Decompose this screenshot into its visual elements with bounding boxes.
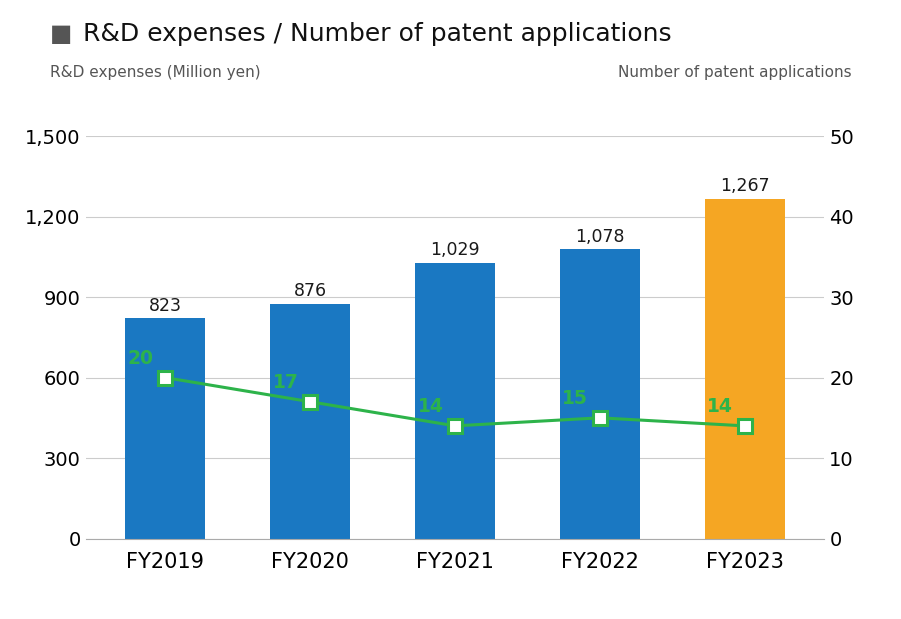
Text: ■: ■: [50, 22, 72, 46]
Text: 1,029: 1,029: [430, 241, 480, 259]
Text: R&D expenses / Number of patent applications: R&D expenses / Number of patent applicat…: [83, 22, 671, 46]
Bar: [125, 318, 205, 539]
Bar: [560, 249, 640, 539]
Text: 1,267: 1,267: [720, 178, 769, 196]
Text: 876: 876: [294, 282, 327, 300]
Text: 1,078: 1,078: [575, 228, 624, 246]
Bar: [270, 303, 350, 539]
Text: 14: 14: [707, 397, 733, 416]
Text: R&D expenses (Million yen): R&D expenses (Million yen): [50, 65, 260, 80]
Bar: [705, 199, 785, 539]
Bar: [415, 262, 495, 539]
Text: Number of patent applications: Number of patent applications: [618, 65, 851, 80]
Text: 17: 17: [273, 373, 298, 392]
Text: 823: 823: [149, 297, 182, 314]
Text: 15: 15: [562, 389, 588, 408]
Text: 20: 20: [128, 349, 154, 368]
Text: 14: 14: [417, 397, 443, 416]
